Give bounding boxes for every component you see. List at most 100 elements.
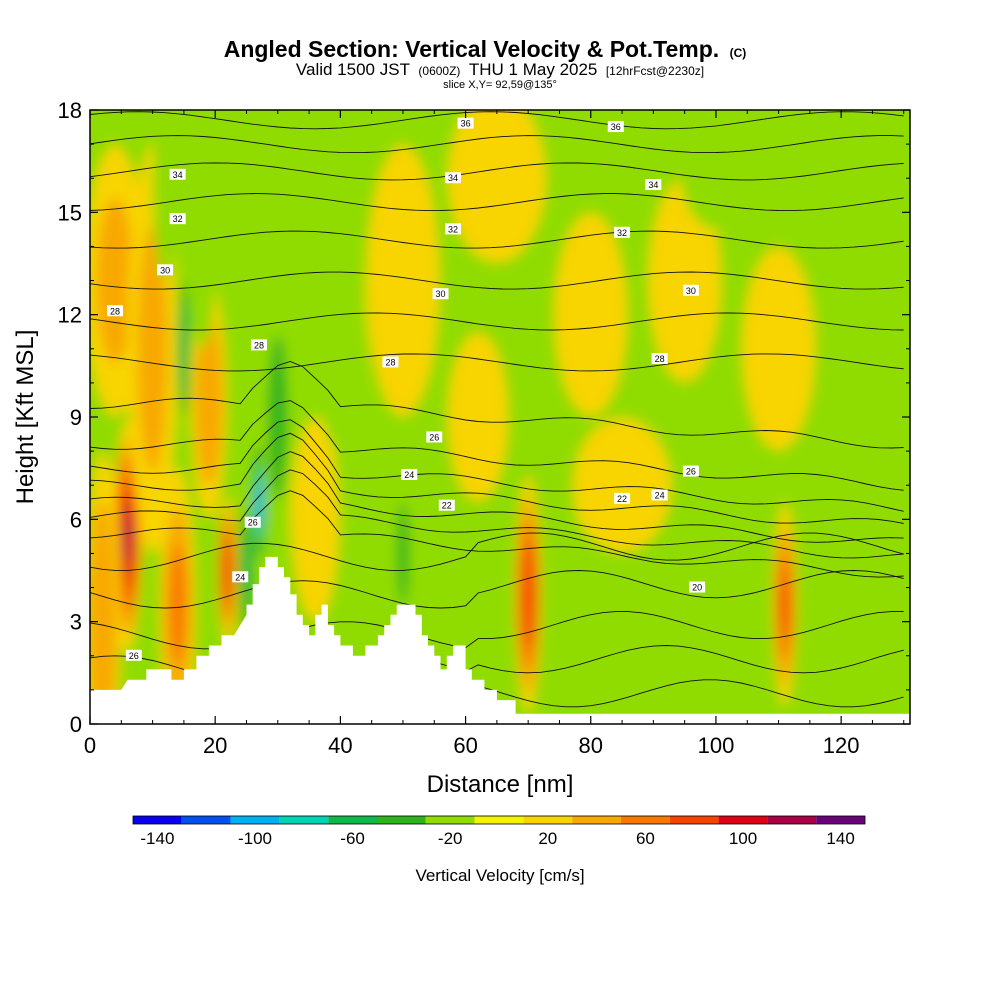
colorbar-swatch: [425, 816, 475, 824]
theta-label: 32: [445, 223, 462, 235]
theta-label-box: [445, 172, 462, 184]
theta-line: [90, 532, 904, 571]
valid-prefix: Valid 1500 JST: [296, 60, 410, 79]
theta-label-text: 24: [404, 470, 414, 480]
colorbar-swatch: [816, 816, 865, 824]
valid-utc: (0600Z): [418, 64, 460, 78]
theta-label-box: [382, 356, 399, 368]
velocity-cell: [315, 246, 366, 452]
y-tick-label: 9: [70, 405, 82, 430]
colorbar-swatch: [377, 816, 426, 824]
velocity-cell: [568, 253, 614, 377]
theta-label-text: 26: [129, 651, 139, 661]
theta-label-box: [432, 288, 449, 300]
colorbar-swatch: [767, 816, 817, 824]
theta-label-box: [401, 468, 418, 480]
y-tick-label: 12: [58, 303, 82, 328]
colorbar-swatch: [181, 816, 231, 824]
theta-label-text: 36: [611, 122, 621, 132]
terrain-mask: [90, 556, 910, 724]
theta-label-text: 24: [235, 572, 245, 582]
theta-label-text: 28: [254, 340, 264, 350]
theta-label: 30: [432, 288, 449, 300]
theta-label: 26: [244, 516, 261, 528]
theta-label-text: 32: [617, 228, 627, 238]
theta-label-box: [651, 353, 668, 365]
theta-label-text: 34: [173, 170, 183, 180]
velocity-cell: [181, 320, 187, 378]
chart-subtitle: Valid 1500 JST (0600Z) THU 1 May 2025 [1…: [296, 60, 704, 79]
theta-label-text: 32: [448, 224, 458, 234]
colorbar-tick-label: -20: [438, 829, 463, 848]
theta-label-box: [614, 492, 631, 504]
theta-label-box: [682, 465, 699, 477]
title-main: Angled Section: Vertical Velocity & Pot.…: [224, 36, 719, 62]
y-tick-label: 18: [58, 98, 82, 123]
theta-label: 28: [107, 305, 124, 317]
slice-label: slice X,Y= 92,59@135°: [443, 79, 557, 91]
theta-label-box: [689, 581, 706, 593]
forecast-label: [12hrFcst@2230z]: [606, 64, 704, 78]
velocity-cell: [242, 533, 251, 608]
theta-label: 34: [169, 168, 186, 180]
x-tick-label: 40: [328, 733, 352, 758]
x-tick-label: 60: [453, 733, 477, 758]
colorbar-swatch: [669, 816, 719, 824]
y-tick-label: 0: [70, 712, 82, 737]
colorbar-tick-label: -140: [140, 829, 174, 848]
colorbar-swatch: [572, 816, 621, 824]
theta-label-box: [169, 213, 186, 225]
colorbar-swatch: [328, 816, 377, 824]
velocity-cell: [193, 130, 213, 295]
title-mark: (C): [730, 46, 747, 60]
theta-label: 36: [457, 117, 474, 129]
theta-line: [90, 432, 904, 524]
theta-line: [90, 469, 904, 559]
theta-line: [90, 400, 904, 491]
theta-label-text: 28: [385, 357, 395, 367]
velocity-cell: [169, 546, 186, 664]
theta-label-box: [426, 431, 443, 443]
velocity-cell: [268, 335, 288, 499]
theta-line: [90, 451, 904, 543]
colorbar-swatch: [474, 816, 524, 824]
theta-label: 28: [382, 356, 399, 368]
velocity-cell: [570, 543, 586, 667]
theta-line: [90, 570, 904, 609]
x-tick-label: 120: [823, 733, 860, 758]
theta-contour-labels: 36 36 34 34 34 32 32 32 30 30 30 28 28 28 28 26 26 26 24 24…: [107, 117, 706, 661]
theta-label-box: [445, 223, 462, 235]
theta-label: 26: [125, 649, 142, 661]
velocity-cell: [124, 509, 132, 564]
theta-label: 26: [426, 431, 443, 443]
velocity-cell: [137, 225, 168, 472]
theta-label: 34: [445, 172, 462, 184]
theta-label-box: [682, 284, 699, 296]
theta-label: 28: [251, 339, 268, 351]
y-tick-label: 3: [70, 610, 82, 635]
velocity-cell: [200, 348, 217, 452]
velocity-cell: [364, 536, 380, 639]
colorbar-tick-label: 100: [729, 829, 757, 848]
theta-label-text: 34: [648, 180, 658, 190]
colorbar-frame: [132, 815, 866, 825]
x-tick-label: 20: [203, 733, 227, 758]
colorbar-tick-label: 60: [636, 829, 655, 848]
velocity-cell: [780, 570, 789, 639]
theta-label-box: [251, 339, 268, 351]
theta-label-box: [651, 489, 668, 501]
velocity-cell: [662, 219, 708, 342]
theta-label-text: 22: [617, 494, 627, 504]
velocity-cell: [822, 485, 910, 724]
theta-label-text: 32: [173, 214, 183, 224]
theta-label-text: 30: [436, 289, 446, 299]
theta-label-text: 24: [655, 490, 665, 500]
theta-label: 30: [157, 264, 174, 276]
velocity-cell: [466, 127, 527, 230]
theta-label-text: 30: [160, 265, 170, 275]
theta-label-box: [438, 499, 455, 511]
velocity-cell: [524, 561, 532, 627]
theta-label-text: 36: [461, 119, 471, 129]
theta-label: 34: [645, 179, 662, 191]
vertical-velocity-field: [90, 110, 910, 724]
